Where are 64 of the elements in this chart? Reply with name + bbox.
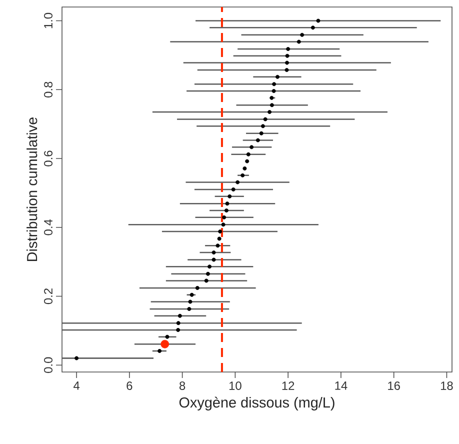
point xyxy=(284,68,289,72)
point xyxy=(259,131,264,136)
x-tick-label: 18 xyxy=(440,382,453,390)
point xyxy=(158,348,162,353)
x-tick-label: 6 xyxy=(126,382,132,390)
point xyxy=(231,187,236,192)
point xyxy=(245,159,250,164)
point xyxy=(216,244,220,248)
point xyxy=(286,46,290,51)
point xyxy=(270,103,274,108)
x-tick-label: 4 xyxy=(74,382,80,390)
point xyxy=(176,321,180,326)
y-tick-label: 0.2 xyxy=(44,288,52,304)
point xyxy=(224,208,228,212)
point xyxy=(228,194,232,198)
point xyxy=(263,117,268,122)
point xyxy=(188,300,192,304)
y-tick-label: 0.4 xyxy=(44,219,52,236)
point xyxy=(272,82,276,86)
y-axis-title: Distribution cumulative xyxy=(26,118,38,261)
point xyxy=(250,145,254,150)
point xyxy=(160,340,170,348)
point xyxy=(208,264,212,269)
x-tick-label: 16 xyxy=(388,382,400,390)
x-axis-title: Oxygène dissous (mg/L) xyxy=(179,396,334,410)
point xyxy=(300,32,304,37)
point xyxy=(316,18,320,23)
y-tick-label: 0.6 xyxy=(44,150,52,166)
point xyxy=(236,180,240,184)
point xyxy=(276,74,280,79)
point xyxy=(310,26,315,30)
point xyxy=(285,54,290,58)
point xyxy=(74,356,79,360)
point xyxy=(240,173,245,178)
point xyxy=(165,334,170,339)
point xyxy=(195,286,200,290)
point xyxy=(187,306,192,311)
point xyxy=(190,292,194,297)
point xyxy=(217,236,222,241)
y-tick-label: 1.0 xyxy=(44,12,52,28)
point xyxy=(222,215,226,220)
point xyxy=(256,138,260,142)
point xyxy=(272,89,276,94)
point xyxy=(206,272,210,276)
point xyxy=(218,229,222,234)
point xyxy=(296,40,301,44)
x-tick-label: 8 xyxy=(180,382,186,390)
point xyxy=(268,110,272,114)
point xyxy=(178,314,182,318)
x-tick-label: 12 xyxy=(282,382,294,390)
point xyxy=(285,60,290,65)
point xyxy=(260,124,265,128)
y-tick-label: 0.8 xyxy=(44,82,52,98)
point xyxy=(242,166,247,170)
y-tick-label: 0.0 xyxy=(44,357,52,373)
x-tick-label: 14 xyxy=(335,382,348,390)
x-tick-label: 10 xyxy=(229,382,242,390)
point xyxy=(176,328,180,332)
point xyxy=(225,202,230,206)
point xyxy=(221,222,226,227)
point xyxy=(212,258,216,262)
point xyxy=(212,250,216,254)
point xyxy=(246,152,250,156)
point xyxy=(204,278,208,283)
